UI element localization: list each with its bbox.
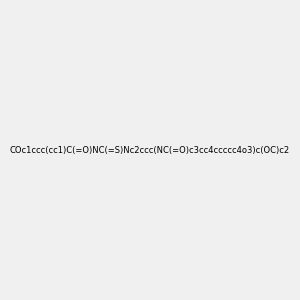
Text: COc1ccc(cc1)C(=O)NC(=S)Nc2ccc(NC(=O)c3cc4ccccc4o3)c(OC)c2: COc1ccc(cc1)C(=O)NC(=S)Nc2ccc(NC(=O)c3cc… [10, 146, 290, 154]
